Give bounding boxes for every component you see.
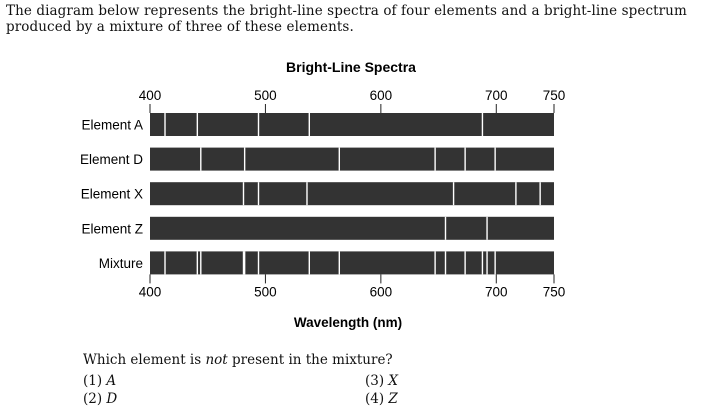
bright-line-spectra-diagram: Bright-Line Spectra 400 500 600 700 750 Elem… xyxy=(80,59,566,330)
option-4: (4) Z xyxy=(365,391,398,407)
spectrum-bar xyxy=(150,251,554,275)
option-3-number: (3) xyxy=(365,373,385,389)
question-text: Which element is not present in the mixt… xyxy=(83,352,393,368)
chart-title: Bright-Line Spectra xyxy=(286,59,416,75)
spectrum-bar xyxy=(150,216,554,240)
spectrum-row: Element X xyxy=(81,182,554,206)
option-1-letter: A xyxy=(106,373,117,389)
option-3-letter: X xyxy=(388,373,399,389)
bottom-tick-label: 500 xyxy=(254,284,277,299)
top-tick-label: 700 xyxy=(485,88,508,103)
option-2: (2) D xyxy=(83,391,117,407)
option-4-number: (4) xyxy=(365,391,385,407)
bottom-axis: 400 500 600 700 750 xyxy=(139,274,566,299)
option-1: (1) A xyxy=(83,373,116,389)
spectrum-row: Element D xyxy=(80,147,554,171)
spectrum-bar xyxy=(150,182,554,206)
option-2-letter: D xyxy=(106,391,118,407)
bottom-tick-label: 600 xyxy=(370,284,393,299)
option-3: (3) X xyxy=(365,373,398,389)
top-tick-label: 500 xyxy=(254,88,277,103)
question-suffix: present in the mixture? xyxy=(227,352,393,368)
intro-text: The diagram below represents the bright-… xyxy=(6,3,687,35)
spectrum-row: Element A xyxy=(81,113,554,136)
spectrum-row: Mixture xyxy=(99,251,554,275)
bottom-tick-label: 700 xyxy=(485,284,508,299)
spectrum-row: Element Z xyxy=(81,216,554,240)
spectrum-bar xyxy=(150,147,554,171)
option-1-number: (1) xyxy=(83,373,103,389)
row-label: Mixture xyxy=(99,256,143,271)
row-label: Element A xyxy=(81,118,143,133)
spectrum-bar xyxy=(150,113,554,136)
row-label: Element D xyxy=(80,152,143,167)
option-2-number: (2) xyxy=(83,391,103,407)
spectra-rows: Element A Element D Element X Element Z Mixt… xyxy=(80,113,554,275)
bottom-tick-label: 750 xyxy=(543,284,566,299)
question-emphasis: not xyxy=(205,352,228,368)
top-axis: 400 500 600 700 750 xyxy=(139,88,566,113)
bottom-tick-label: 400 xyxy=(139,284,162,299)
top-tick-label: 400 xyxy=(139,88,162,103)
option-4-letter: Z xyxy=(388,391,398,407)
row-label: Element X xyxy=(81,187,143,202)
row-label: Element Z xyxy=(81,221,143,236)
x-axis-label: Wavelength (nm) xyxy=(294,315,402,330)
question-prefix: Which element is xyxy=(83,352,206,368)
top-tick-label: 600 xyxy=(370,88,393,103)
top-tick-label: 750 xyxy=(543,88,566,103)
